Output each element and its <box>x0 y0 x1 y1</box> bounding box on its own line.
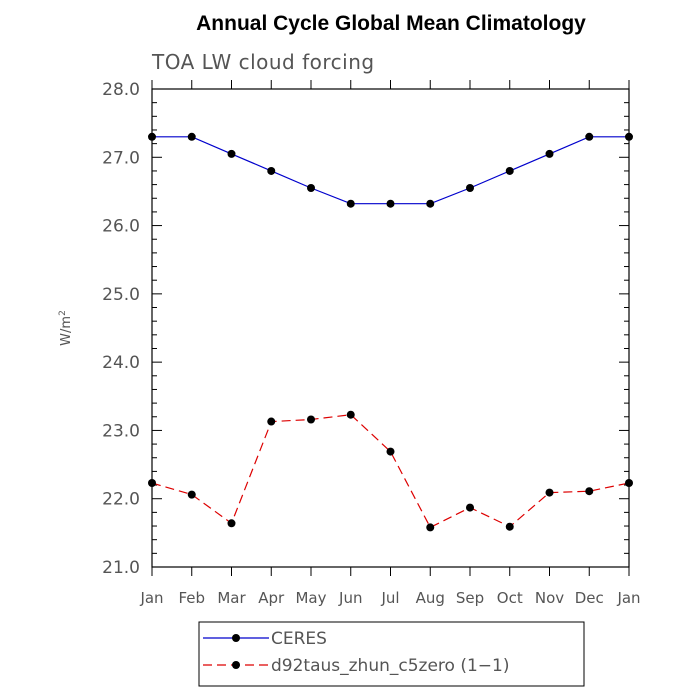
x-tick-label: Oct <box>497 589 523 607</box>
x-tick-label: Jan <box>616 589 640 607</box>
series-1-point <box>346 199 355 208</box>
plot-frame <box>151 88 630 568</box>
series-1-point <box>426 199 435 208</box>
y-tick-label: 26.0 <box>102 217 140 237</box>
x-tick-label: Nov <box>535 589 564 607</box>
series-line-2 <box>151 414 630 529</box>
series-2-point <box>466 503 474 512</box>
legend-label-1: CERES <box>271 629 327 649</box>
y-axis-label-base: W/m <box>59 316 74 346</box>
x-tick-label: Jul <box>380 589 399 607</box>
x-tick-label: May <box>295 589 326 607</box>
series-1-point <box>505 166 514 175</box>
y-tick-label: 22.0 <box>102 490 140 510</box>
x-tick-label: Feb <box>178 589 205 607</box>
series-1-point <box>307 184 315 193</box>
x-tick-label: Jun <box>338 589 362 607</box>
series-2-point <box>267 417 276 426</box>
legend-label-2: d92taus_zhun_c5zero (1−1) <box>271 656 510 676</box>
x-tick-label: Sep <box>456 589 484 607</box>
series-1-point <box>227 149 236 158</box>
series-2-point <box>505 522 514 531</box>
y-tick-label: 21.0 <box>102 558 140 578</box>
series-2-point <box>148 479 156 488</box>
x-tick-label: Apr <box>258 589 285 607</box>
series-line-1 <box>152 136 629 205</box>
legend-box <box>198 621 585 687</box>
series-2-point <box>545 488 554 497</box>
series-1-point <box>148 132 156 141</box>
chart-subtitle: TOA LW cloud forcing <box>151 50 375 74</box>
series-1-point <box>267 166 276 175</box>
y-axis-label-exponent: 2 <box>58 310 68 316</box>
axis-ticks <box>151 80 630 576</box>
x-tick-labels: Jan Feb Mar Apr May Jun Jul Aug Sep Oct Nov Dec Jan <box>139 589 640 607</box>
series-layer <box>148 132 633 532</box>
y-tick-labels: 21.0 22.0 23.0 24.0 25.0 26.0 27.0 28.0 <box>102 80 140 578</box>
series-2-point <box>625 479 633 488</box>
y-axis-label: W/m2 <box>58 310 74 346</box>
series-2-point <box>386 447 395 456</box>
chart-title: Annual Cycle Global Mean Climatology <box>196 12 586 35</box>
series-2-point <box>426 523 435 532</box>
series-1-point <box>386 199 395 208</box>
x-tick-label: Jan <box>139 589 163 607</box>
legend-items: CERES d92taus_zhun_c5zero (1−1) <box>203 629 510 676</box>
y-tick-label: 28.0 <box>102 80 140 100</box>
series-2-point <box>187 490 196 499</box>
series-2-point <box>227 519 236 528</box>
legend: CERES d92taus_zhun_c5zero (1−1) <box>198 621 585 687</box>
y-tick-label: 24.0 <box>102 353 140 373</box>
y-tick-label: 23.0 <box>102 421 140 441</box>
series-2-point <box>307 415 315 424</box>
series-1-point <box>545 149 554 158</box>
legend-marker-2 <box>232 661 240 669</box>
x-tick-label: Dec <box>575 589 604 607</box>
series-1-point <box>466 184 474 193</box>
legend-marker-1 <box>232 634 240 642</box>
y-tick-label: 27.0 <box>102 148 140 168</box>
series-2-point <box>585 487 594 496</box>
x-tick-label: Mar <box>217 589 246 607</box>
y-tick-label: 25.0 <box>102 285 140 305</box>
series-1-point <box>585 132 594 141</box>
series-1-point <box>625 132 633 141</box>
x-tick-label: Aug <box>416 589 445 607</box>
series-1-point <box>187 132 196 141</box>
series-2-point <box>346 410 355 419</box>
